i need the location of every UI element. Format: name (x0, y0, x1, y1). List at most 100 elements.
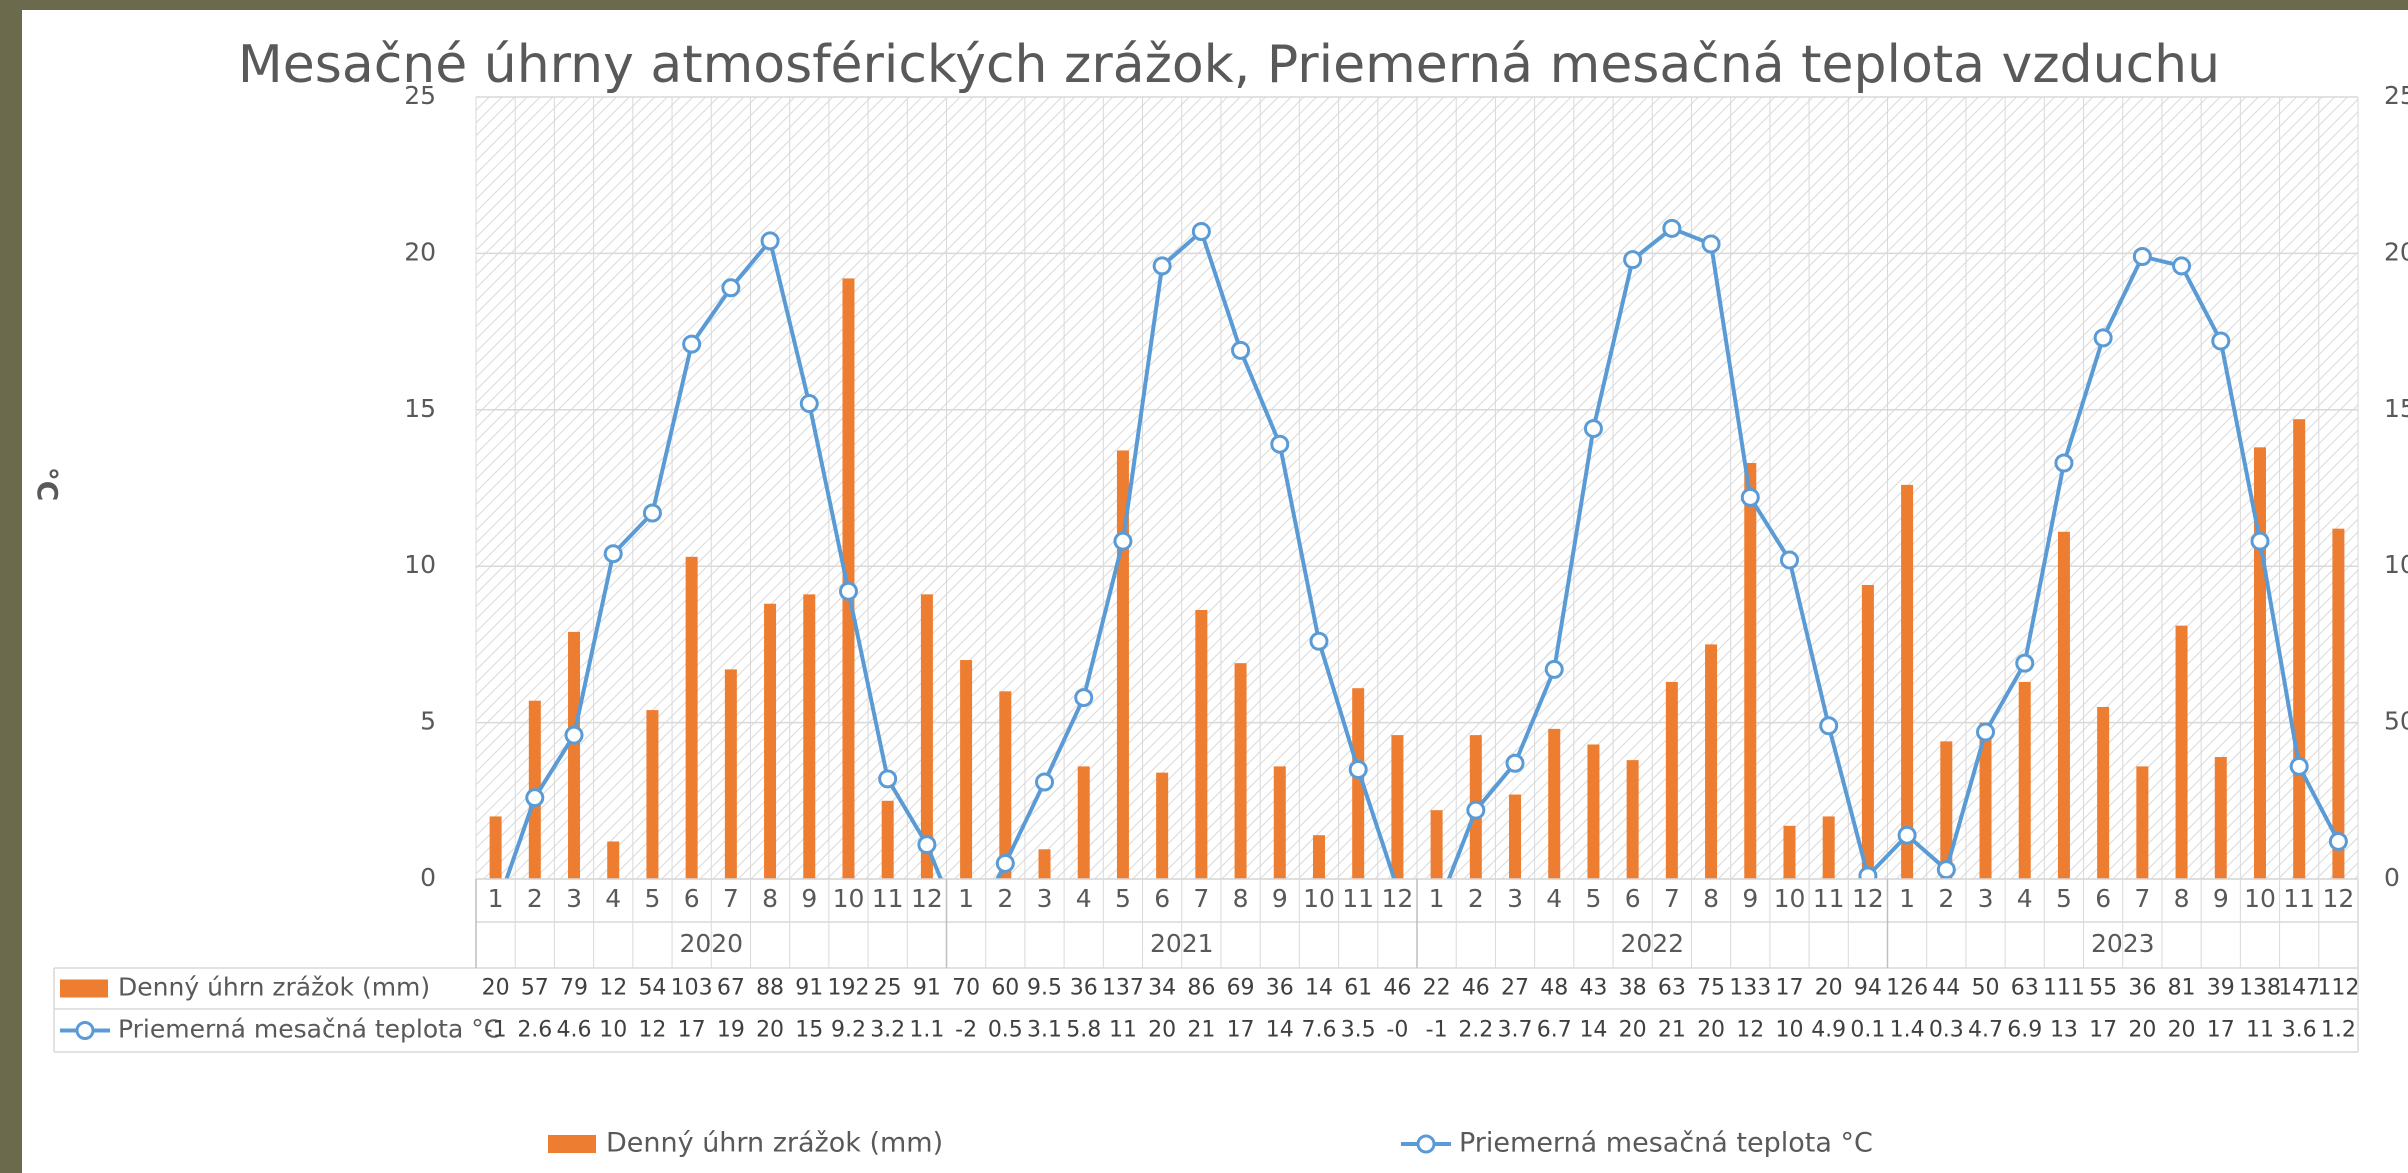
table-cell: 38 (1619, 976, 1647, 1001)
bar (1078, 766, 1090, 879)
table-cell: 4.7 (1968, 1018, 2003, 1043)
y2-tick-label: 100 (2384, 550, 2408, 579)
marker (1272, 436, 1288, 452)
bar (490, 816, 502, 879)
y2-tick-label: 250 (2384, 81, 2408, 110)
y-tick-label: 5 (420, 707, 436, 736)
bar (1431, 810, 1443, 879)
bar (2097, 707, 2109, 879)
x-tick-label: 8 (1703, 884, 1719, 913)
marker (1311, 633, 1327, 649)
table-cell: 46 (1462, 976, 1490, 1001)
x-tick-label: 10 (2244, 884, 2276, 913)
table-cell: 5.8 (1066, 1018, 1101, 1043)
table-cell: 60 (991, 976, 1019, 1001)
x-tick-label: 4 (1076, 884, 1092, 913)
x-tick-label: 1 (488, 884, 504, 913)
table-cell: 48 (1540, 976, 1568, 1001)
table-cell: 12 (599, 976, 627, 1001)
marker (1193, 224, 1209, 240)
table-cell: 44 (1932, 976, 1960, 1001)
x-tick-label: 12 (911, 884, 943, 913)
x-group-label: 2020 (679, 929, 743, 958)
bar (1783, 826, 1795, 879)
x-tick-label: 5 (2056, 884, 2072, 913)
marker (997, 855, 1013, 871)
table-cell: 75 (1697, 976, 1725, 1001)
table-cell: 3.6 (2282, 1018, 2317, 1043)
table-cell: 1.2 (2321, 1018, 2356, 1043)
table-cell: 34 (1148, 976, 1176, 1001)
table-cell: 0.3 (1929, 1018, 1964, 1043)
marker (2174, 258, 2190, 274)
table-cell: 57 (521, 976, 549, 1001)
x-tick-label: 10 (1774, 884, 1806, 913)
x-tick-label: 1 (958, 884, 974, 913)
table-cell: -0 (1386, 1018, 1408, 1043)
table-cell: 9.5 (1027, 976, 1062, 1001)
table-cell: 70 (952, 976, 980, 1001)
table-cell: 4.6 (557, 1018, 592, 1043)
marker (2252, 533, 2268, 549)
table-cell: 2.6 (517, 1018, 552, 1043)
bar (2176, 626, 2188, 879)
bar (686, 557, 698, 879)
x-tick-label: 3 (1507, 884, 1523, 913)
table-cell: 91 (795, 976, 823, 1001)
bar (1901, 485, 1913, 879)
x-tick-label: 4 (1546, 884, 1562, 913)
legend-label: Priemerná mesačná teplota °C (1459, 1128, 1873, 1159)
x-tick-label: 9 (1272, 884, 1288, 913)
x-tick-label: 11 (1813, 884, 1845, 913)
bar (803, 594, 815, 879)
bar (1862, 585, 1874, 879)
x-tick-label: 12 (2322, 884, 2354, 913)
marker (2017, 655, 2033, 671)
marker (723, 280, 739, 296)
chart-title: Mesačné úhrny atmosférických zrážok, Pri… (238, 35, 2220, 95)
marker (1821, 718, 1837, 734)
marker (1899, 827, 1915, 843)
table-cell: 94 (1854, 976, 1882, 1001)
table-cell: 22 (1423, 976, 1451, 1001)
table-cell: 20 (756, 1018, 784, 1043)
x-tick-label: 3 (566, 884, 582, 913)
x-tick-label: 7 (2134, 884, 2150, 913)
table-cell: 86 (1187, 976, 1215, 1001)
x-tick-label: 12 (1852, 884, 1884, 913)
marker (1625, 252, 1641, 268)
table-cell: 17 (2207, 1018, 2235, 1043)
marker (527, 790, 543, 806)
table-cell: 4.9 (1811, 1018, 1846, 1043)
table-cell: 1.1 (909, 1018, 944, 1043)
bar (1587, 744, 1599, 879)
table-cell: 19 (717, 1018, 745, 1043)
bar (882, 801, 894, 879)
marker (1233, 342, 1249, 358)
table-series-name: Denný úhrn zrážok (mm) (118, 973, 430, 1002)
bar (764, 604, 776, 879)
bar (1509, 795, 1521, 879)
x-tick-label: 9 (2213, 884, 2229, 913)
table-cell: -1 (485, 1018, 507, 1043)
table-cell: 17 (1775, 976, 1803, 1001)
table-series-name: Priemerná mesačná teplota °C (118, 1015, 501, 1044)
y2-tick-label: 0 (2384, 863, 2400, 892)
x-tick-label: 6 (1154, 884, 1170, 913)
y2-tick-label: 50 (2384, 707, 2408, 736)
x-tick-label: 9 (801, 884, 817, 913)
table-cell: 17 (2089, 1018, 2117, 1043)
table-cell: 20 (2128, 1018, 2156, 1043)
x-tick-label: 8 (762, 884, 778, 913)
marker (1664, 220, 1680, 236)
marker (1037, 774, 1053, 790)
table-cell: 13 (2050, 1018, 2078, 1043)
marker (1938, 862, 1954, 878)
table-cell: -2 (955, 1018, 977, 1043)
bar (1156, 773, 1168, 879)
y-tick-label: 10 (404, 550, 436, 579)
bar (1666, 682, 1678, 879)
bar (725, 669, 737, 879)
bar (1235, 663, 1247, 879)
marker (2134, 249, 2150, 265)
